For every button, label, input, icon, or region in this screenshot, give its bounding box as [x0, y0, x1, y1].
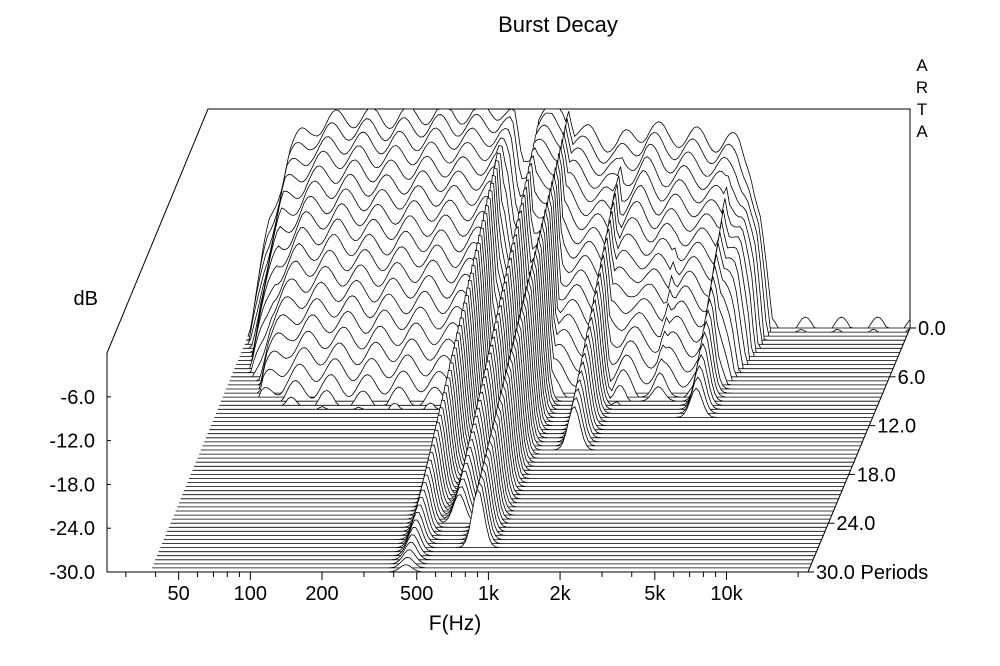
- decay-slice: [184, 390, 842, 492]
- x-tick-label: 200: [305, 583, 338, 605]
- decay-slice: [160, 488, 819, 548]
- decay-slice: [204, 307, 863, 443]
- decay-slice: [199, 328, 858, 455]
- x-tick-label: 1k: [478, 583, 500, 605]
- z-axis-line: [807, 327, 911, 573]
- decay-slice: [178, 411, 837, 504]
- decay-slice: [170, 446, 829, 524]
- decay-slice: [217, 251, 876, 410]
- decay-slice: [187, 376, 846, 483]
- chart-axes: 50 100 200 500 1k 2k 5k 10k F(Hz) dB -6.0 -12.0 -18.…: [49, 288, 945, 635]
- decay-slice: [157, 534, 815, 557]
- x-tick-label: 100: [234, 583, 267, 605]
- z-tick-label: 30.0 Periods: [816, 562, 928, 584]
- decay-slice: [200, 321, 859, 451]
- decay-slice: [162, 481, 820, 544]
- decay-slice: [153, 549, 812, 565]
- decay-slice: [152, 556, 810, 569]
- z-tick-label: 24.0: [836, 513, 875, 535]
- decay-slice: [221, 237, 880, 402]
- arta-letter: A: [916, 122, 928, 141]
- z-tick-label: 18.0: [857, 464, 896, 486]
- x-tick-label: 2k: [550, 583, 572, 605]
- decay-slice: [189, 369, 848, 479]
- y-tick-label: -6.0: [61, 387, 95, 409]
- decay-slice: [165, 467, 824, 536]
- y-tick-label: -24.0: [49, 518, 95, 540]
- decay-slice: [155, 541, 814, 561]
- y-tick-label: -18.0: [49, 474, 95, 496]
- decay-slice: [226, 216, 885, 390]
- y-axis-label: dB: [74, 288, 98, 310]
- arta-letter: T: [916, 100, 928, 119]
- waterfall-slices: [150, 108, 911, 573]
- decay-slice: [192, 354, 851, 471]
- decay-slice: [214, 265, 873, 418]
- decay-slice: [222, 230, 882, 398]
- decay-slice: [194, 347, 853, 467]
- x-tick-label: 10k: [710, 583, 743, 605]
- decay-slice: [205, 300, 865, 439]
- z-tick-label: 6.0: [898, 367, 926, 389]
- decay-slice: [212, 272, 871, 422]
- decay-slice: [202, 314, 861, 447]
- decay-slice: [182, 397, 841, 496]
- decay-slice: [180, 404, 839, 500]
- decay-slice: [216, 258, 875, 414]
- x-tick-label: 5k: [644, 583, 666, 605]
- x-tick-label: 50: [168, 583, 190, 605]
- decay-slice: [158, 527, 817, 553]
- arta-letter: A: [916, 56, 928, 75]
- z-tick-label: 12.0: [877, 416, 916, 438]
- decay-slice: [210, 279, 870, 427]
- decay-slice: [207, 293, 866, 435]
- z-tick-label: 0.0: [918, 318, 946, 340]
- decay-slice: [185, 383, 844, 488]
- decay-slice: [197, 335, 856, 459]
- x-axis-label: F(Hz): [429, 612, 481, 635]
- decay-slice: [163, 474, 822, 540]
- decay-slice: [172, 439, 831, 520]
- decay-slice: [167, 460, 825, 532]
- decay-slice: [209, 286, 868, 431]
- decay-slice: [168, 453, 827, 528]
- decay-slice: [150, 564, 808, 573]
- decay-slice: [177, 418, 836, 508]
- decay-slice: [190, 362, 849, 475]
- x-tick-label: 500: [400, 583, 433, 605]
- decay-slice: [173, 432, 832, 516]
- y-tick-label: -30.0: [49, 562, 95, 584]
- chart-title: Burst Decay: [498, 12, 618, 37]
- decay-slice: [219, 244, 878, 406]
- decay-slice: [195, 340, 854, 463]
- decay-slice: [175, 425, 834, 512]
- y-tick-label: -12.0: [49, 431, 95, 453]
- arta-letter: R: [915, 78, 929, 97]
